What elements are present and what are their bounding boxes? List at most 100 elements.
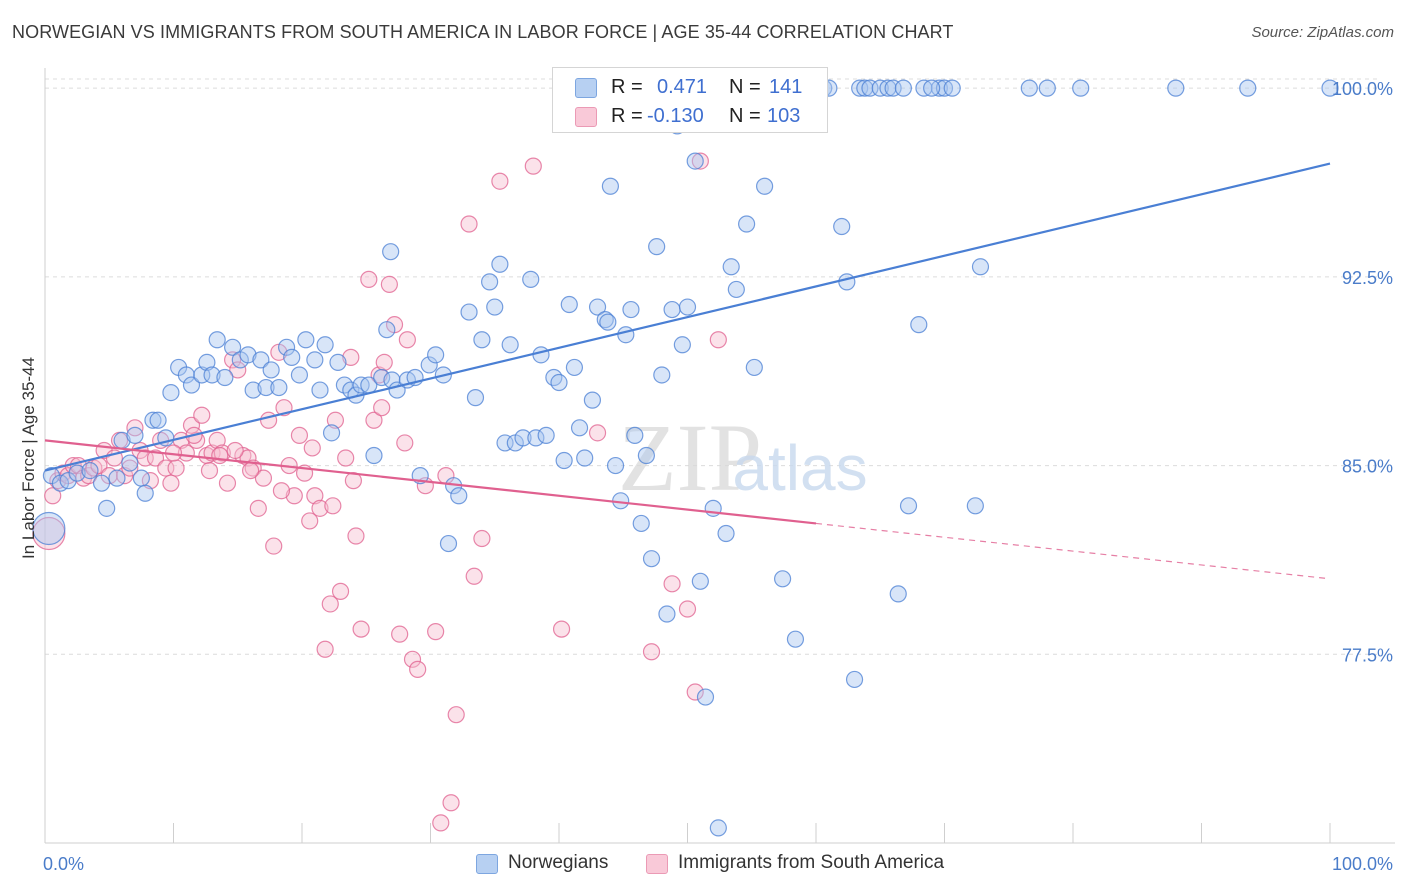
scatter-point [678, 600, 697, 618]
scatter-point [622, 300, 640, 319]
scatter-point [673, 336, 691, 354]
scatter-point [98, 499, 116, 517]
scatter-point [259, 411, 278, 429]
scatter-point [786, 630, 805, 648]
scatter-point [272, 482, 291, 500]
scatter-point [773, 570, 792, 588]
scatter-point [626, 426, 644, 444]
scatter-point [378, 321, 396, 339]
scatter-point [121, 454, 139, 472]
scatter-point [923, 79, 941, 97]
scatter-point [481, 273, 499, 291]
scatter-point [599, 313, 617, 331]
scatter-point [432, 814, 450, 832]
scatter-point [370, 366, 388, 384]
scatter-point [473, 331, 491, 349]
scatter-point [306, 351, 324, 369]
scatter-point [460, 215, 478, 233]
scatter-point [132, 469, 150, 487]
scatter-point [265, 537, 283, 555]
chart-title: NORWEGIAN VS IMMIGRANTS FROM SOUTH AMERI… [12, 22, 954, 42]
scatter-point [696, 688, 715, 706]
scatter-point [391, 625, 409, 643]
n-value-norwegians: 141 [769, 76, 803, 98]
scatter-point [491, 255, 509, 273]
scatter-point [297, 331, 315, 349]
scatter-point [311, 499, 329, 517]
norwegians-legend-swatch [476, 854, 498, 874]
scatter-point [545, 368, 563, 387]
trend-line-dashed [815, 522, 1331, 580]
scatter-point [722, 258, 740, 276]
scatter-point [283, 348, 301, 366]
scatter-point [642, 643, 661, 661]
scatter-point [403, 650, 422, 668]
scatter-point [226, 441, 244, 460]
scatter-point [257, 378, 275, 397]
y-tick-label: 77.5% [1342, 645, 1393, 665]
watermark: ZIP [618, 404, 762, 511]
scatter-point [663, 300, 681, 319]
scatter-point [532, 346, 550, 364]
scatter-point [303, 439, 321, 457]
trend-line [44, 162, 1331, 472]
scatter-point [894, 79, 912, 97]
scatter-point [745, 358, 763, 377]
scatter-point [396, 434, 414, 452]
scatter-point [420, 356, 438, 374]
scatter-point [678, 298, 697, 316]
series-norwegians [32, 79, 1339, 837]
scatter-point [588, 424, 607, 442]
scatter-point [427, 346, 445, 364]
scatter-point [1072, 79, 1090, 97]
scatter-point [565, 358, 584, 377]
r-label: R = [611, 76, 643, 98]
scatter-point [686, 683, 704, 701]
scatter-point [560, 295, 578, 314]
scatter-point [200, 461, 219, 480]
immigrants-legend-label: Immigrants from South America [678, 852, 945, 873]
scatter-point [146, 449, 165, 467]
axes [44, 68, 1395, 844]
scatter-point [182, 416, 201, 434]
scatter-point [583, 391, 602, 409]
scatter-point [606, 456, 625, 475]
scatter-point [653, 366, 671, 384]
trend-layer [44, 162, 1331, 580]
x-tick-label: 100.0% [1332, 854, 1393, 874]
scatter-point [427, 623, 445, 641]
scatter-point [311, 381, 329, 399]
scatter-point [439, 534, 458, 553]
scatter-point [691, 152, 709, 170]
scatter-point [380, 275, 398, 293]
y-axis-label: In Labor Force | Age 35-44 [19, 357, 38, 559]
scatter-point [193, 406, 211, 424]
scatter-point [522, 270, 540, 288]
scatter-point [514, 429, 532, 447]
scatter-point [373, 368, 391, 387]
scatter-point [167, 459, 185, 477]
scatter-point [329, 353, 347, 371]
scatter-point [324, 497, 342, 515]
scatter-point [491, 172, 509, 190]
scatter-point [755, 177, 774, 195]
scatter-point [211, 446, 229, 465]
scatter-point [648, 238, 666, 256]
scatter-point [365, 411, 383, 429]
scatter-point [889, 585, 907, 603]
scatter-point [331, 582, 350, 600]
scatter-point [277, 338, 296, 356]
scatter-point [290, 366, 309, 384]
scatter-point [360, 270, 378, 288]
scatter-point [465, 567, 483, 585]
scatter-point [570, 419, 589, 437]
scatter-point [382, 243, 400, 261]
tick-layer: 77.5% 85.0% 92.5% 100.0% 0.0% 100.0% [43, 79, 1393, 874]
scatter-point [588, 298, 607, 316]
scatter-point [347, 527, 365, 545]
scatter-point [285, 487, 303, 505]
scatter-point [838, 273, 856, 291]
scatter-point [473, 529, 491, 548]
scatter-point [242, 461, 260, 480]
